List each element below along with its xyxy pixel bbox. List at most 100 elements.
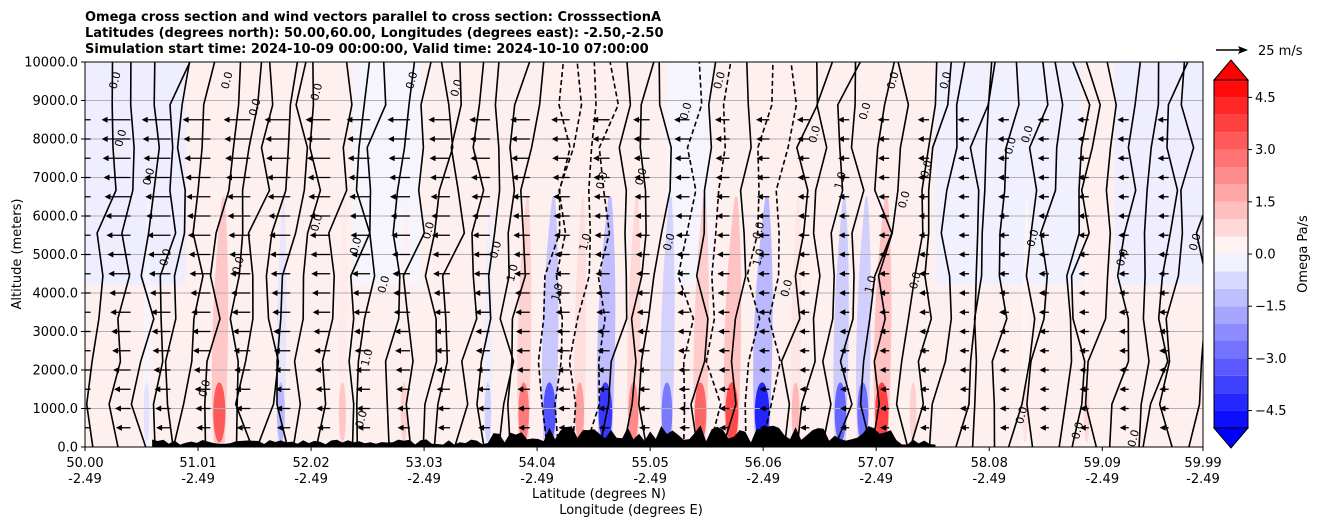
wind-vector-head-6-23 <box>999 309 1006 316</box>
wind-vector-head-1-27 <box>1159 405 1166 412</box>
wind-vector-head-12-23 <box>998 193 1005 200</box>
wind-vector-head-14-9 <box>429 155 436 162</box>
wind-vector-head-8-23 <box>998 270 1005 277</box>
wind-vector-head-3-9 <box>436 367 443 373</box>
wind-vector-head-13-27 <box>1157 174 1164 181</box>
wind-vector-head-1-3 <box>195 405 202 412</box>
wind-vector-head-4-17 <box>758 347 765 354</box>
wind-vector-head-8-21 <box>918 270 925 277</box>
contour-label: 1.0 <box>358 347 375 367</box>
x-tick-label-lat: 57.07 <box>858 456 895 471</box>
y-tick-label: 7000.0 <box>33 171 79 186</box>
title-line-3: Simulation start time: 2024-10-09 00:00:… <box>85 42 649 57</box>
contour-line-19 <box>453 62 485 447</box>
wind-vector-head-6-19 <box>839 309 846 316</box>
wind-vector-head-15-20 <box>877 136 884 142</box>
wind-vector-head-14-20 <box>878 155 885 162</box>
colorbar-band <box>1214 219 1248 237</box>
wind-vector-head-11-16 <box>716 213 723 219</box>
wind-vector-head-7-21 <box>918 290 925 296</box>
wind-vector-head-5-3 <box>192 328 199 335</box>
contour-line-33 <box>722 62 752 447</box>
wind-vector-head-5-7 <box>353 328 360 335</box>
x-tick-label-lat: 56.06 <box>745 456 782 471</box>
colorbar-extend-max <box>1212 59 1250 81</box>
x-tick-label-lat: 53.03 <box>405 456 442 471</box>
wind-vector-head-16-12 <box>551 116 558 123</box>
wind-vector-head-10-1 <box>106 232 113 239</box>
wind-vector-head-7-9 <box>433 290 440 296</box>
wind-vector-head-9-22 <box>958 251 965 258</box>
wind-vector-head-10-8 <box>391 232 398 239</box>
wind-vector-head-5-16 <box>718 328 725 335</box>
wind-vector-head-16-14 <box>633 116 640 123</box>
wind-vector-head-6-3 <box>191 309 198 316</box>
wind-vector-head-0-15 <box>679 424 686 431</box>
wind-vector-head-7-20 <box>879 290 886 296</box>
colorbar-band <box>1214 375 1248 394</box>
wind-vector-head-2-8 <box>396 386 403 393</box>
omega-core-0 <box>143 382 150 443</box>
wind-vector-head-0-6 <box>317 424 324 431</box>
wind-vector-head-13-15 <box>675 174 682 181</box>
colorbar-band <box>1214 306 1248 324</box>
wind-vector-head-11-8 <box>390 213 397 219</box>
omega-column-17 <box>856 196 871 447</box>
wind-vector-head-10-9 <box>431 232 438 239</box>
wind-vector-head-16-17 <box>755 116 762 123</box>
wind-vector-head-14-21 <box>917 155 924 162</box>
wind-vector-head-5-1 <box>111 328 118 335</box>
wind-vector-head-9-14 <box>635 251 642 258</box>
wind-vector-head-6-15 <box>677 309 684 316</box>
wind-vector-head-11-12 <box>553 213 560 219</box>
wind-vector-head-16-6 <box>305 116 312 123</box>
wind-vector-head-6-26 <box>1118 309 1125 316</box>
wind-vector-head-15-6 <box>306 136 313 142</box>
wind-vector-head-7-25 <box>1078 290 1085 296</box>
wind-vector-head-16-15 <box>674 116 681 123</box>
wind-vector-head-15-1 <box>101 136 108 142</box>
x-tick-label-lon: -2.49 <box>972 472 1006 487</box>
wind-vector-head-9-26 <box>1118 251 1125 258</box>
y-tick-label: 5000.0 <box>33 248 79 263</box>
wind-vector-head-15-12 <box>551 136 558 142</box>
wind-vector-head-2-7 <box>355 386 362 393</box>
omega-column-18 <box>873 196 892 447</box>
wind-vector-head-12-24 <box>1038 193 1045 200</box>
wind-vector-head-15-22 <box>957 136 964 142</box>
wind-vector-head-8-17 <box>757 270 764 277</box>
plot-area: 0.0 0.0 0.0 0.0 0.0 0.0 0.0 0.0 0.0 0.0 0.0 0.0 0.0 0… <box>85 62 1203 447</box>
y-tick-label: 2000.0 <box>33 364 79 379</box>
wind-vector-head-7-17 <box>758 290 765 296</box>
wind-vector-head-14-27 <box>1157 155 1164 162</box>
wind-vector-head-1-17 <box>759 405 766 412</box>
wind-vector-head-7-22 <box>958 290 965 296</box>
wind-vector-head-8-5 <box>270 270 277 277</box>
wind-vector-head-0-19 <box>840 424 847 431</box>
wind-vector-head-12-1 <box>104 193 111 200</box>
wind-vector-head-3-19 <box>839 367 846 373</box>
contour-line-35 <box>760 62 798 447</box>
wind-vector-head-7-26 <box>1118 290 1125 296</box>
wind-vector-head-12-2 <box>145 193 152 200</box>
contour-label: 0.0 <box>448 78 465 98</box>
wind-vector-head-5-8 <box>394 328 401 335</box>
wind-vector-head-0-21 <box>920 424 927 431</box>
x-tick-label-lon: -2.49 <box>1186 472 1220 487</box>
wind-vector-head-9-24 <box>1038 251 1045 258</box>
omega-column-3 <box>338 196 348 447</box>
wind-vector-head-16-13 <box>592 116 599 123</box>
wind-vector-head-1-2 <box>155 405 162 412</box>
contour-label: 1.0 <box>750 247 767 267</box>
contour-line-14 <box>355 62 387 447</box>
wind-vector-head-11-6 <box>309 213 316 219</box>
wind-vector-head-16-24 <box>1037 116 1044 123</box>
wind-vector-head-11-21 <box>918 213 925 219</box>
omega-core-10 <box>628 382 639 443</box>
contour-line-0 <box>85 62 117 447</box>
wind-vector-head-13-21 <box>918 174 925 181</box>
wind-vector-head-10-15 <box>676 232 683 239</box>
wind-vector-head-0-8 <box>397 424 404 431</box>
wind-vector-head-9-8 <box>391 251 398 258</box>
wind-vector-head-15-10 <box>469 136 476 142</box>
